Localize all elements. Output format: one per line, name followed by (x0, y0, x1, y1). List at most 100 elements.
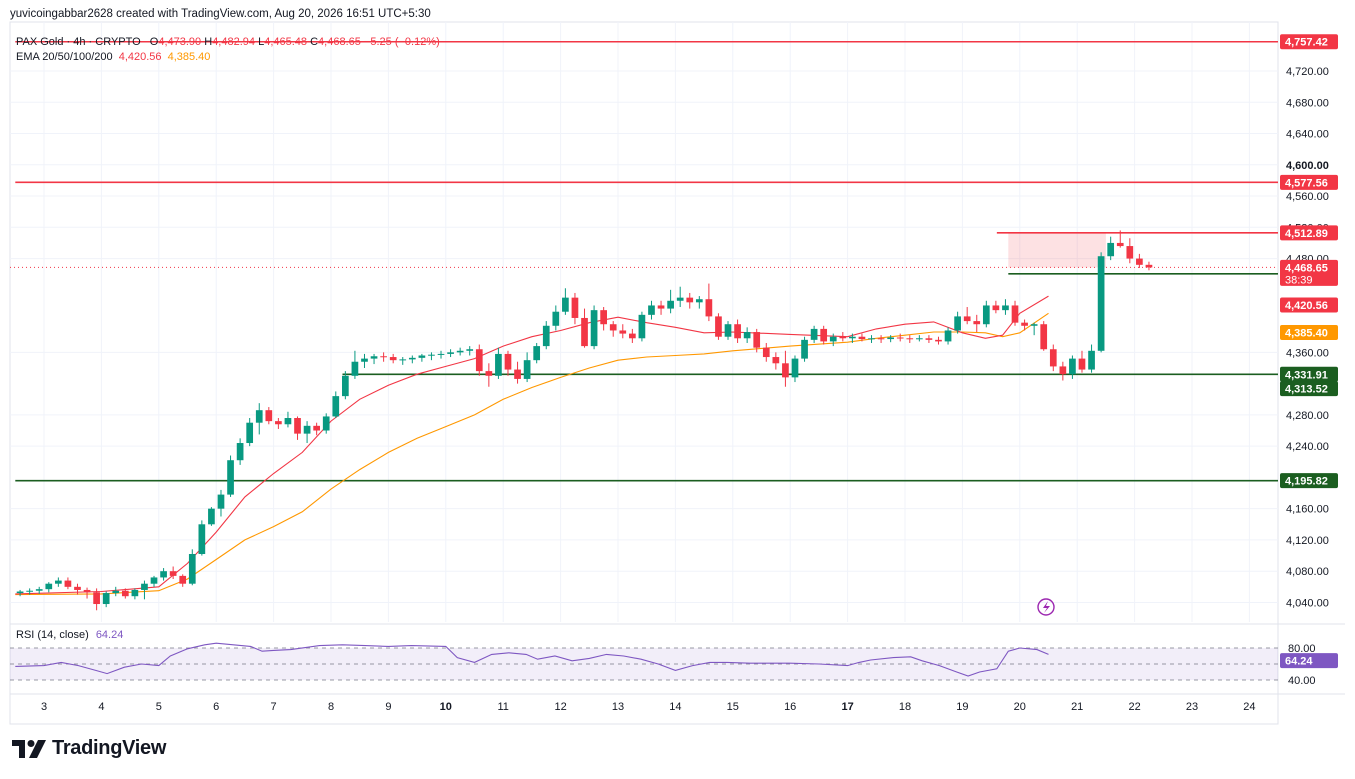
level-price-tag-bg (1280, 366, 1338, 382)
lightning-icon-ring (1037, 598, 1055, 616)
symbol-label[interactable]: PAX Gold · 4h · CRYPTO (16, 36, 141, 48)
candle-body (829, 336, 837, 342)
candle-body (1126, 246, 1134, 259)
candle-body (858, 336, 866, 340)
level-price-tag-bg (1280, 174, 1338, 190)
candle-body (695, 299, 703, 303)
level-price-tag: 4,195.82 (1285, 476, 1328, 488)
price-tag: 4,313.52 (1285, 384, 1328, 396)
candle-body (246, 422, 254, 444)
candle-body (1145, 264, 1153, 268)
time-tick-label: 19 (956, 701, 968, 713)
price-tick-label: 4,560.00 (1286, 191, 1329, 203)
time-tick-label: 14 (669, 701, 681, 713)
candle-body (475, 349, 483, 372)
candle-body (820, 328, 828, 342)
alert-lightning-icon (1037, 598, 1055, 616)
candle-body (801, 339, 808, 359)
candle-body (45, 583, 53, 590)
candle-body (227, 460, 234, 495)
candle-body (542, 325, 550, 347)
candle-body (466, 349, 474, 351)
ema20-value: 4,420.56 (118, 51, 162, 63)
candle-body (370, 356, 378, 359)
price-tick-label: 4,040.00 (1286, 597, 1329, 609)
time-tick-label: 4 (98, 701, 104, 713)
tradingview-logo[interactable]: TradingView (12, 737, 166, 760)
candle-body (188, 554, 196, 584)
candle-body (1078, 358, 1086, 370)
candle-body (715, 316, 722, 337)
candle-body (160, 571, 167, 578)
price-tick-label: 4,640.00 (1286, 129, 1329, 141)
rsi-label: RSI (14, close) (16, 629, 89, 641)
candle-body (399, 359, 407, 361)
open-label: O (149, 36, 159, 48)
time-tick-label: 10 (440, 701, 452, 713)
time-tick-label: 18 (899, 701, 911, 713)
candle-body (284, 418, 292, 425)
tradingview-logo-text: TradingView (52, 737, 167, 759)
time-tick-label: 7 (271, 701, 277, 713)
price-tick-label: 4,280.00 (1286, 410, 1329, 422)
candle-body (179, 575, 187, 584)
candle-body (963, 316, 971, 322)
candle-body (485, 371, 493, 376)
candle-body (380, 356, 387, 358)
price-tag: 4,420.56 (1285, 300, 1328, 312)
candle-body (609, 324, 617, 331)
candle-body (456, 350, 464, 353)
rsi-legend[interactable]: RSI (14, close) 64.24 (16, 629, 123, 641)
rsi-value: 64.24 (95, 629, 124, 641)
candle-body (1116, 242, 1124, 247)
candle-body (236, 443, 244, 461)
candle-body (916, 338, 923, 340)
time-tick-label: 23 (1186, 701, 1198, 713)
candle-body (131, 589, 139, 597)
candle-body (1040, 324, 1048, 350)
candle-body (1030, 324, 1038, 326)
candle-body (896, 337, 904, 339)
candle-body (1107, 242, 1115, 257)
candle-body (887, 337, 894, 340)
candle-body (619, 330, 627, 334)
candle-body (954, 316, 961, 331)
close-value: 4,468.65 (318, 36, 361, 48)
candle-body (141, 583, 148, 590)
candle-body (552, 311, 560, 326)
candle-body (657, 305, 665, 309)
candle-body (313, 425, 320, 431)
candle-body (944, 330, 952, 342)
time-tick-label: 3 (41, 701, 47, 713)
level-price-tag-bg (1280, 34, 1338, 50)
price-tag-bg (1280, 325, 1338, 341)
lightning-icon-bolt (1043, 601, 1050, 613)
candle-body (1097, 256, 1105, 351)
tradingview-logo-icon (12, 739, 46, 758)
candle-body (121, 590, 129, 597)
candle-body (810, 328, 818, 340)
level-price-tag-bg (1280, 473, 1338, 489)
level-price-tag: 4,577.56 (1285, 177, 1328, 189)
candle-body (648, 305, 655, 315)
candle-body (198, 524, 206, 555)
high-value: 4,482.94 (212, 36, 256, 48)
candle-body (590, 310, 598, 347)
candle-body (418, 355, 426, 358)
time-tick-label: 15 (727, 701, 739, 713)
candle-body (791, 358, 799, 378)
candle-body (93, 592, 100, 605)
candle-body (868, 338, 875, 340)
price-tag-bg (1280, 381, 1338, 397)
candle-body (408, 357, 416, 360)
candle-body (982, 305, 990, 325)
time-tick-label: 5 (156, 701, 162, 713)
price-tag-bg (1280, 259, 1338, 286)
candle-body (389, 357, 397, 361)
candle-body (839, 336, 847, 339)
candle-body (676, 297, 684, 301)
open-value: 4,473.90 (158, 36, 202, 48)
ema-legend[interactable]: EMA 20/50/100/200 4,420.56 4,385.40 (16, 51, 210, 63)
candle-body (208, 508, 215, 525)
